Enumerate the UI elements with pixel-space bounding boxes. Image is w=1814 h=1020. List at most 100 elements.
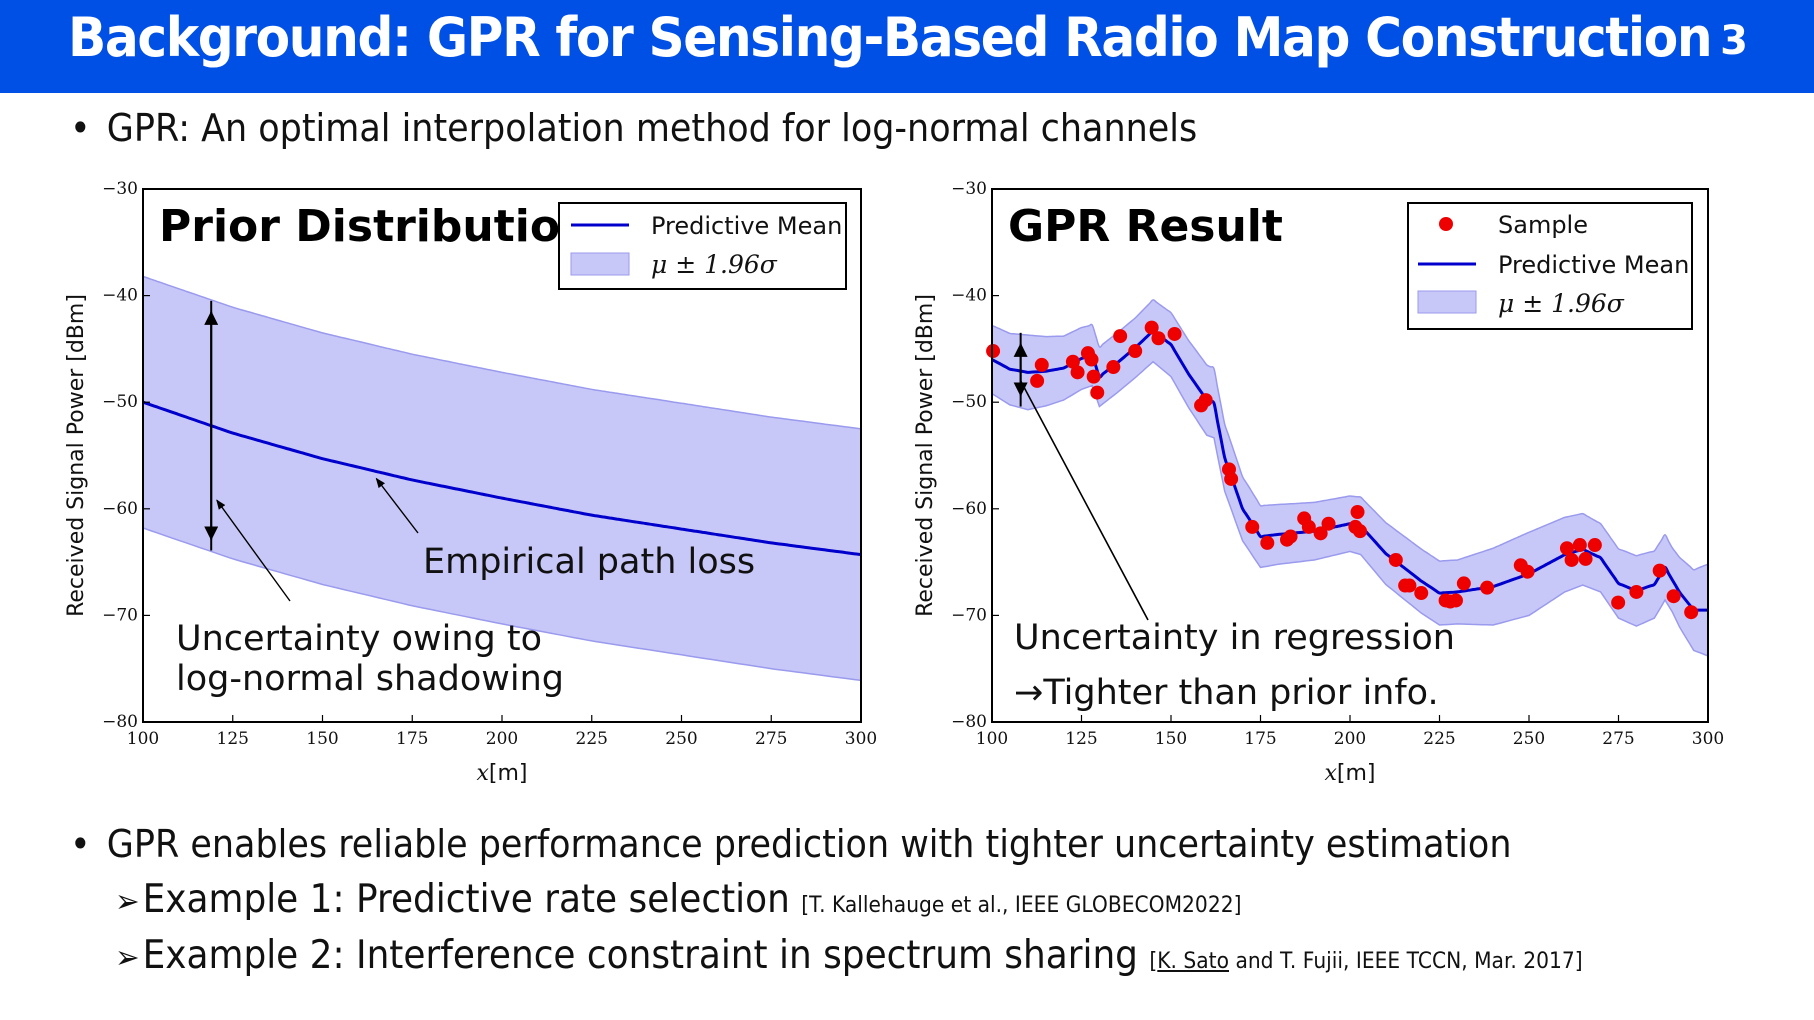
slide-header: Background: GPR for Sensing-Based Radio … xyxy=(0,0,1814,93)
sub-bullet-icon: ➢ xyxy=(115,938,140,976)
sample-point xyxy=(1198,393,1213,408)
sample-point xyxy=(1034,357,1049,372)
example-1: ➢Example 1: Predictive rate selection [T… xyxy=(115,877,1241,922)
legend-label: Predictive Mean xyxy=(1498,251,1689,279)
x-tick-label: 125 xyxy=(217,729,249,749)
sample-point xyxy=(1388,552,1403,567)
x-tick-label: 275 xyxy=(755,729,787,749)
x-tick-label: 100 xyxy=(127,729,159,749)
legend-box xyxy=(1407,202,1693,330)
ref-author-link[interactable]: K. Sato xyxy=(1157,949,1230,974)
y-tick-label: −30 xyxy=(951,179,987,199)
sample-point xyxy=(1402,578,1417,593)
ref-open: [ xyxy=(1149,949,1158,974)
sample-point xyxy=(1070,365,1085,380)
legend-label: μ ± 1.96σ xyxy=(651,250,778,279)
confidence-band xyxy=(143,275,861,682)
sample-point xyxy=(1030,373,1045,388)
plot-title: Prior Distribution xyxy=(159,201,591,252)
sample-point xyxy=(1652,563,1667,578)
sample-point xyxy=(1480,580,1495,595)
sample-point xyxy=(1224,471,1239,486)
y-axis-label: Received Signal Power [dBm] xyxy=(913,294,938,617)
sample-point xyxy=(1520,564,1535,579)
x-tick-label: 125 xyxy=(1065,729,1097,749)
sample-point xyxy=(1086,369,1101,384)
example-2-text: Example 2: Interference constraint in sp… xyxy=(142,933,1138,978)
y-tick-label: −50 xyxy=(102,392,138,412)
sample-point xyxy=(1559,541,1574,556)
x-var: x xyxy=(476,761,489,786)
sample-point xyxy=(1128,344,1143,359)
sample-point xyxy=(1587,538,1602,553)
x-tick-label: 200 xyxy=(486,729,518,749)
x-tick-label: 175 xyxy=(396,729,428,749)
sample-point xyxy=(1572,538,1587,553)
y-axis-label: Received Signal Power [dBm] xyxy=(64,294,89,617)
bullet-top-text: GPR: An optimal interpolation method for… xyxy=(106,106,1198,150)
sample-point xyxy=(1260,535,1275,550)
y-tick-label: −50 xyxy=(951,392,987,412)
sample-point xyxy=(1456,576,1471,591)
y-tick-label: −80 xyxy=(102,712,138,732)
example-2-ref: [K. Sato and T. Fujii, IEEE TCCN, Mar. 2… xyxy=(1149,949,1582,974)
sample-point xyxy=(1353,524,1368,539)
sample-point xyxy=(1448,593,1463,608)
sample-point xyxy=(1245,519,1260,534)
sample-point xyxy=(1629,584,1644,599)
example-1-ref: [T. Kallehauge et al., IEEE GLOBECOM2022… xyxy=(801,893,1242,918)
x-tick-label: 150 xyxy=(306,729,338,749)
legend-label: Sample xyxy=(1498,211,1588,239)
predictive-mean-line xyxy=(143,400,861,557)
figure: 100 125 150 175 200 225 250 275 300 −80 −70 −60 −50 −… xyxy=(64,179,1724,786)
annotation-uncertainty-line-1: Uncertainty owing to xyxy=(176,619,542,659)
y-tick-label: −40 xyxy=(102,286,138,306)
sample-point xyxy=(1065,354,1080,369)
x-tick-label: 200 xyxy=(1334,729,1366,749)
sample-point xyxy=(1113,329,1128,344)
x-tick-label: 250 xyxy=(665,729,697,749)
x-tick-label: 275 xyxy=(1602,729,1634,749)
y-tick-label: −60 xyxy=(951,499,987,519)
sub-bullet-icon: ➢ xyxy=(115,882,140,920)
annotation-regression-line-1: Uncertainty in regression xyxy=(1014,618,1455,658)
annotation-pointer xyxy=(216,499,291,602)
sample-point xyxy=(1350,504,1365,519)
sample-point xyxy=(1151,331,1166,346)
x-tick-label: 300 xyxy=(1692,729,1724,749)
y-tick-label: −40 xyxy=(951,286,987,306)
sample-point xyxy=(1313,526,1328,541)
sample-point xyxy=(1090,385,1105,400)
legend: Sample Predictive Mean μ ± 1.96σ xyxy=(1407,202,1693,330)
legend-dot-icon xyxy=(1439,217,1453,231)
bullet-icon: • xyxy=(70,106,91,150)
sample-point xyxy=(1106,360,1121,375)
y-tick-label: −60 xyxy=(102,499,138,519)
x-tick-label: 225 xyxy=(1423,729,1455,749)
legend-label: μ ± 1.96σ xyxy=(1498,289,1625,318)
slide-title: Background: GPR for Sensing-Based Radio … xyxy=(68,6,1713,69)
legend-label: Predictive Mean xyxy=(651,212,842,240)
bullet-bottom-text: GPR enables reliable performance predict… xyxy=(106,822,1512,866)
bullet-icon: • xyxy=(70,822,91,866)
sample-point xyxy=(1564,552,1579,567)
ref-rest: and T. Fujii, IEEE TCCN, Mar. 2017] xyxy=(1229,949,1583,974)
y-tick-label: −80 xyxy=(951,712,987,732)
example-1-text: Example 1: Predictive rate selection xyxy=(142,877,790,922)
x-tick-label: 100 xyxy=(976,729,1008,749)
annotation-empirical-path-loss: Empirical path loss xyxy=(423,542,755,582)
confidence-band xyxy=(992,299,1708,657)
x-tick-label: 175 xyxy=(1244,729,1276,749)
y-tick-label: −70 xyxy=(102,605,138,625)
annotation-pointer xyxy=(1019,380,1149,621)
sample-point xyxy=(1283,529,1298,544)
sample-point xyxy=(1578,551,1593,566)
plot-title: GPR Result xyxy=(1008,201,1283,252)
sample-point xyxy=(1084,352,1099,367)
legend: Predictive Mean μ ± 1.96σ xyxy=(558,202,847,290)
y-tick-label: −30 xyxy=(102,179,138,199)
sample-point xyxy=(1301,519,1316,534)
x-tick-label: 300 xyxy=(845,729,877,749)
y-tick-label: −70 xyxy=(951,605,987,625)
legend-band-icon xyxy=(1417,290,1477,314)
